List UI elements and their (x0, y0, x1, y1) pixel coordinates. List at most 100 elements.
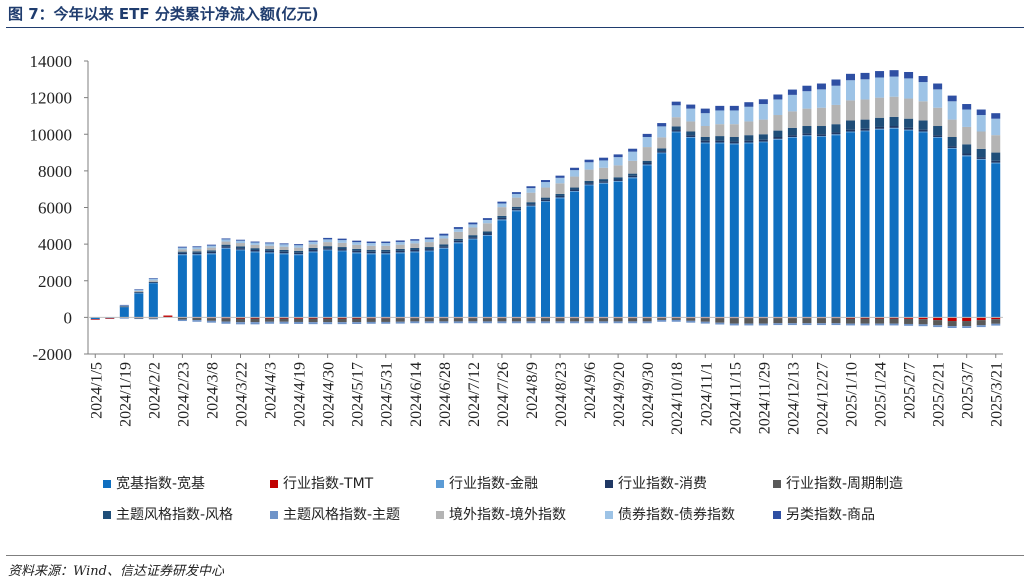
bar-segment-7-2024/12/13 (787, 323, 797, 326)
bar-segment-7-2024/4/19 (294, 321, 304, 324)
bar-segment-4-2025/2/28 (947, 146, 957, 148)
bar-segment-7-2025/2/21 (933, 325, 943, 328)
bar-segment-7-2024/9/13 (599, 321, 609, 324)
bar-segment-9-2024/2/2 (148, 278, 158, 281)
bar-segment-8-2024/5/24 (366, 245, 376, 250)
bar-segment-3-2024/6/21 (424, 250, 434, 252)
bar-segment-8-2024/10/11 (657, 137, 667, 149)
bar-segment-2-2025/3/14 (976, 317, 986, 321)
bar-segment-1-2024/4/26 (308, 252, 318, 318)
bar-segment-5-2024/10/25 (686, 318, 696, 321)
bar-segment-9-2024/12/20 (802, 91, 812, 109)
bar-segment-4-2024/5/10 (337, 249, 347, 251)
bar-segment-4-2024/3/8 (206, 251, 216, 254)
bar-segment-7-2025/2/14 (918, 324, 928, 327)
bar-segment-8-2024/12/27 (816, 107, 826, 127)
bar-segment-6-2024/8/23 (555, 193, 565, 196)
bar-segment-6-2024/7/12 (468, 235, 478, 238)
bar-segment-5-2024/12/20 (802, 318, 812, 324)
bar-segment-7-2024/3/15 (221, 321, 231, 324)
bar-segment-5-2024/9/6 (584, 318, 594, 322)
bar-segment-4-2024/3/22 (236, 248, 245, 250)
bar-segment-7-2024/5/17 (352, 322, 362, 324)
x-tick-label: 2024/3/8 (204, 362, 221, 419)
bar-segment-6-2024/10/25 (686, 131, 696, 136)
bar-segment-5-2024/8/9 (526, 318, 536, 322)
bar-segment-5-2024/3/15 (221, 318, 231, 322)
bar-segment-2-2024/2/9 (163, 315, 173, 318)
bar-segment-3-2024/8/9 (526, 205, 536, 207)
bar-segment-10-2025/2/21 (933, 83, 943, 90)
bar-segment-4-2024/6/14 (410, 249, 420, 252)
x-tick-label: 2025/1/24 (873, 362, 890, 427)
bar-segment-6-2024/10/18 (671, 126, 681, 131)
bar-segment-4-2024/5/17 (352, 250, 362, 253)
bar-segment-1-2025/1/17 (860, 131, 870, 318)
bar-segment-5-2024/11/8 (715, 318, 725, 323)
bar-segment-3-2024/9/6 (584, 184, 594, 186)
bar-segment-1-2024/9/13 (599, 183, 609, 318)
bar-segment-10-2024/12/27 (816, 83, 826, 90)
x-tick-label: 2024/5/31 (379, 362, 396, 427)
bar-segment-10-2024/4/26 (308, 240, 318, 242)
bar-segment-9-2024/7/26 (497, 203, 507, 208)
bar-segment-2-2024/4/12 (279, 317, 289, 319)
bar-segment-2-2025/3/21 (991, 317, 1001, 320)
x-tick-label: 2024/7/26 (495, 362, 512, 427)
bar-segment-7-2024/5/24 (366, 321, 376, 324)
x-tick-label: 2025/3/7 (960, 362, 977, 419)
bar-segment-8-2024/8/2 (511, 197, 521, 207)
x-tick-label: 2024/11/15 (727, 362, 744, 434)
bar-segment-8-2024/2/23 (177, 249, 187, 252)
bar-segment-3-2024/10/18 (671, 131, 681, 133)
bar-segment-3-2024/12/6 (773, 138, 783, 140)
bar-segment-3-2024/10/25 (686, 137, 696, 138)
bar-segment-1-2024/12/20 (802, 136, 812, 318)
bar-segment-4-2025/1/17 (860, 128, 870, 131)
bar-segment-8-2024/5/17 (352, 244, 362, 249)
bar-segment-4-2024/5/31 (381, 251, 391, 254)
bar-segment-8-2025/2/28 (947, 119, 957, 137)
bar-segment-1-2025/2/21 (933, 137, 943, 318)
bar-segment-8-2024/4/26 (308, 244, 318, 248)
bar-segment-10-2024/11/15 (729, 105, 739, 111)
bar-segment-4-2025/2/21 (933, 135, 943, 137)
bar-segment-8-2024/3/29 (250, 244, 260, 249)
bar-segment-7-2024/5/10 (337, 322, 347, 325)
bar-segment-3-2024/9/30 (642, 164, 652, 166)
bar-segment-9-2024/10/25 (686, 108, 696, 122)
bar-segment-5-2025/2/14 (918, 319, 928, 325)
bar-segment-6-2025/1/3 (831, 124, 841, 133)
bar-segment-3-2024/6/14 (410, 251, 420, 253)
bar-segment-10-2024/8/30 (570, 167, 580, 171)
bar-segment-7-2024/7/12 (468, 321, 478, 324)
legend-swatch-3 (436, 480, 444, 488)
bar-segment-3-2024/4/19 (294, 254, 304, 256)
bar-segment-7-2025/3/21 (991, 323, 1001, 326)
bar-segment-2-2025/3/7 (962, 317, 972, 322)
bar-segment-10-2025/2/14 (918, 76, 928, 83)
bar-segment-8-2025/3/7 (962, 126, 972, 145)
bar-segment-10-2024/3/15 (221, 238, 231, 240)
bar-segment-1-2024/9/6 (584, 185, 594, 318)
bar-segment-3-2025/3/21 (991, 162, 1001, 164)
bar-segment-1-2024/4/3 (265, 253, 275, 318)
bar-segment-5-2025/3/14 (976, 320, 986, 326)
bar-segment-8-2024/3/1 (192, 249, 202, 252)
bar-segment-4-2024/8/30 (570, 189, 580, 192)
bar-segment-8-2024/3/15 (221, 241, 231, 245)
bar-segment-6-2024/7/5 (453, 238, 463, 241)
bar-segment-3-2024/11/15 (729, 143, 739, 145)
bar-segment-10-2024/9/6 (584, 159, 594, 163)
bar-segment-4-2024/3/15 (221, 246, 231, 248)
bar-segment-3-2024/9/20 (613, 180, 623, 182)
bar-segment-6-2025/2/7 (904, 118, 914, 128)
bar-segment-8-2024/7/12 (468, 227, 478, 236)
bar-segment-4-2024/9/13 (599, 181, 609, 183)
bar-segment-8-2024/8/16 (541, 187, 550, 198)
bar-segment-1-2024/10/25 (686, 137, 696, 318)
bar-segment-8-2024/12/6 (773, 115, 783, 131)
bar-segment-1-2024/11/15 (729, 144, 739, 318)
bar-segment-1-2024/5/10 (337, 251, 347, 318)
bar-segment-1-2024/8/2 (511, 211, 521, 318)
